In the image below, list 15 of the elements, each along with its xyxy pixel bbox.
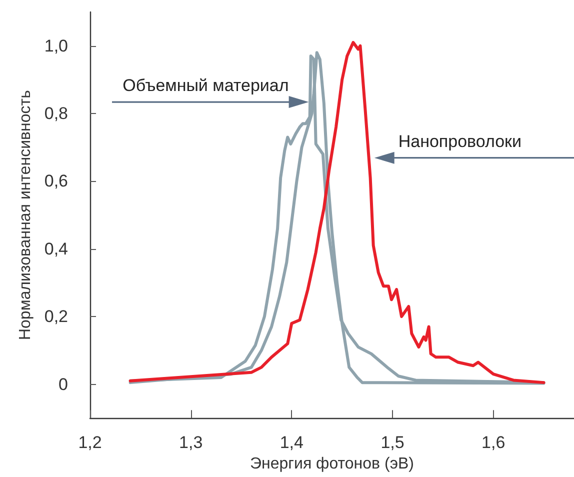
x-axis-title: Энергия фотонов (эВ) [250, 456, 414, 472]
x-tick-label: 1,4 [280, 433, 304, 452]
annotation: Нанопроволоки [398, 132, 522, 151]
x-tick-label: 1,6 [482, 433, 506, 452]
annotation: Объемный материал [122, 76, 289, 96]
y-tick-label: 0 [58, 374, 68, 394]
x-tick-label: 1,5 [380, 433, 404, 452]
y-tick-label: 0,2 [44, 307, 68, 326]
y-axis-title: Нормализованная интенсивность [16, 90, 34, 340]
x-tick-label: 1,3 [179, 433, 203, 452]
x-tick-label: 1,2 [78, 433, 102, 452]
y-tick-label: 0,8 [44, 104, 68, 124]
y-tick-label: 0,6 [44, 172, 68, 191]
y-tick-label: 1,0 [44, 36, 68, 56]
y-tick-label: 0,4 [44, 239, 68, 258]
